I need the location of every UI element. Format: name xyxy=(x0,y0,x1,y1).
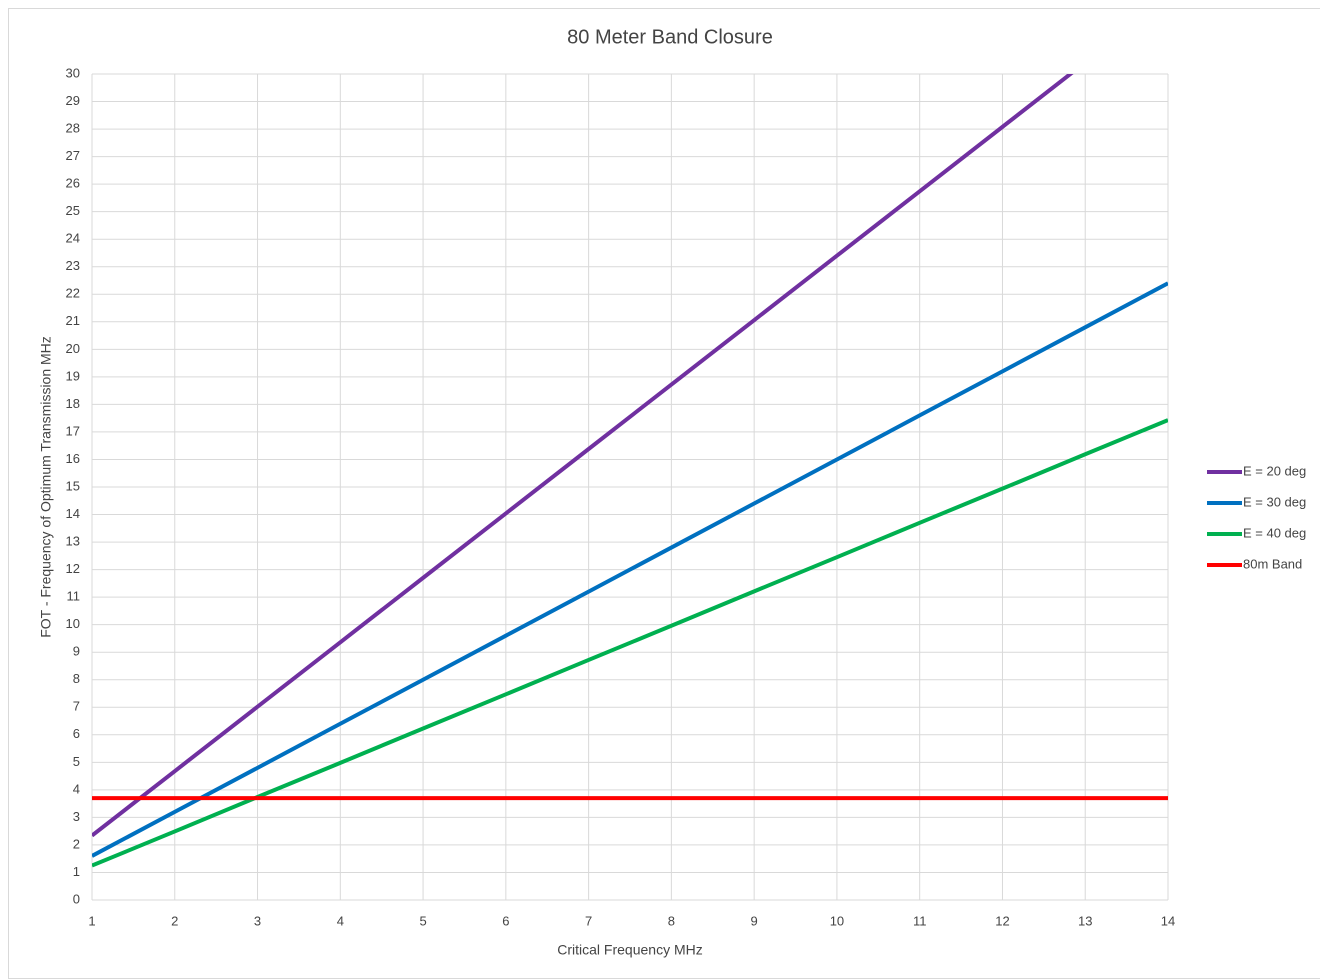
y-tick-label: 8 xyxy=(73,671,80,686)
x-tick-label: 5 xyxy=(419,913,426,928)
chart-title: 80 Meter Band Closure xyxy=(567,26,773,48)
y-tick-label: 16 xyxy=(66,451,80,466)
y-tick-label: 30 xyxy=(66,65,80,80)
x-tick-label: 4 xyxy=(337,913,344,928)
y-tick-label: 12 xyxy=(66,561,80,576)
y-tick-label: 18 xyxy=(66,396,80,411)
x-tick-label: 3 xyxy=(254,913,261,928)
x-tick-label: 2 xyxy=(171,913,178,928)
chart-border xyxy=(8,8,1320,979)
y-tick-label: 7 xyxy=(73,699,80,714)
y-tick-label: 29 xyxy=(66,93,80,108)
series-line xyxy=(92,281,1168,858)
x-tick-label: 10 xyxy=(830,913,844,928)
y-tick-label: 20 xyxy=(66,341,80,356)
x-tick-label: 14 xyxy=(1161,913,1175,928)
y-tick-label: 15 xyxy=(66,478,80,493)
x-tick-label: 9 xyxy=(751,913,758,928)
y-tick-label: 1 xyxy=(73,864,80,879)
y-tick-label: 24 xyxy=(66,231,80,246)
y-tick-label: 23 xyxy=(66,258,80,273)
y-tick-label: 28 xyxy=(66,121,80,136)
x-tick-label: 8 xyxy=(668,913,675,928)
legend-label: E = 40 deg xyxy=(1243,525,1306,540)
y-tick-label: 2 xyxy=(73,836,80,851)
y-tick-label: 22 xyxy=(66,286,80,301)
legend-label: E = 30 deg xyxy=(1243,494,1306,509)
y-tick-label: 26 xyxy=(66,176,80,191)
legend: E = 20 deg E = 30 deg E = 40 deg 80m Band xyxy=(1207,463,1306,571)
x-tick-label: 7 xyxy=(585,913,592,928)
x-tick-label: 11 xyxy=(913,913,927,928)
y-tick-label: 6 xyxy=(73,726,80,741)
y-tick-label: 25 xyxy=(66,203,80,218)
series-line xyxy=(92,74,1074,838)
y-axis-label: FOT - Frequency of Optimum Transmission … xyxy=(38,336,54,638)
y-tick-label: 14 xyxy=(66,506,80,521)
y-tick-label: 11 xyxy=(67,589,81,604)
plot-lines xyxy=(92,74,1168,868)
y-tick-label: 0 xyxy=(73,891,80,906)
y-tick-label: 5 xyxy=(73,754,80,769)
x-tick-label: 13 xyxy=(1078,913,1092,928)
y-tick-label: 13 xyxy=(66,534,80,549)
legend-label: E = 20 deg xyxy=(1243,463,1306,478)
y-tick-label: 10 xyxy=(66,616,80,631)
legend-label: 80m Band xyxy=(1243,556,1302,571)
x-tick-label: 1 xyxy=(88,913,95,928)
y-tick-label: 19 xyxy=(66,368,80,383)
y-tick-label: 17 xyxy=(66,423,80,438)
y-tick-label: 9 xyxy=(73,644,80,659)
y-tick-label: 3 xyxy=(73,809,80,824)
y-tick-label: 27 xyxy=(66,148,80,163)
series-line xyxy=(92,418,1168,868)
y-tick-label: 4 xyxy=(73,781,80,796)
x-axis-label: Critical Frequency MHz xyxy=(557,942,702,958)
x-tick-label: 6 xyxy=(502,913,509,928)
x-tick-label: 12 xyxy=(995,913,1009,928)
y-tick-label: 21 xyxy=(66,313,80,328)
